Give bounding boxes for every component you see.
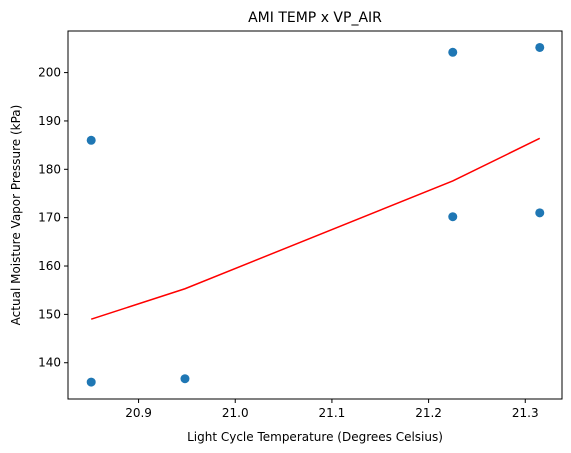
trend-line bbox=[90, 137, 541, 320]
x-tick-label: 21.0 bbox=[222, 406, 249, 420]
y-tick-label: 200 bbox=[38, 66, 61, 80]
scatter-point bbox=[448, 212, 458, 222]
y-axis-label: Actual Moisture Vapor Pressure (kPa) bbox=[9, 105, 23, 326]
x-axis-ticks: 20.9 21.0 21.1 21.2 21.3 bbox=[125, 399, 539, 420]
scatter-point bbox=[86, 377, 96, 387]
plot-marks bbox=[86, 42, 545, 387]
x-tick-label: 21.2 bbox=[415, 406, 442, 420]
y-tick-label: 180 bbox=[38, 162, 61, 176]
plot-frame bbox=[67, 30, 563, 400]
x-tick-label: 20.9 bbox=[125, 406, 152, 420]
y-axis-ticks: 140 150 160 170 180 190 200 bbox=[38, 66, 68, 370]
y-tick-label: 150 bbox=[38, 307, 61, 321]
y-tick-label: 190 bbox=[38, 114, 61, 128]
scatter-point bbox=[86, 135, 96, 145]
scatter-point bbox=[535, 208, 545, 218]
scatter-point bbox=[180, 374, 190, 384]
scatter-point bbox=[448, 47, 458, 57]
y-tick-label: 160 bbox=[38, 259, 61, 273]
x-tick-label: 21.3 bbox=[512, 406, 539, 420]
scatter-point bbox=[535, 42, 545, 52]
chart-title: AMI TEMP x VP_AIR bbox=[248, 10, 382, 26]
y-tick-label: 140 bbox=[38, 356, 61, 370]
x-axis-label: Light Cycle Temperature (Degrees Celsius… bbox=[187, 430, 443, 444]
y-tick-label: 170 bbox=[38, 211, 61, 225]
x-tick-label: 21.1 bbox=[319, 406, 346, 420]
